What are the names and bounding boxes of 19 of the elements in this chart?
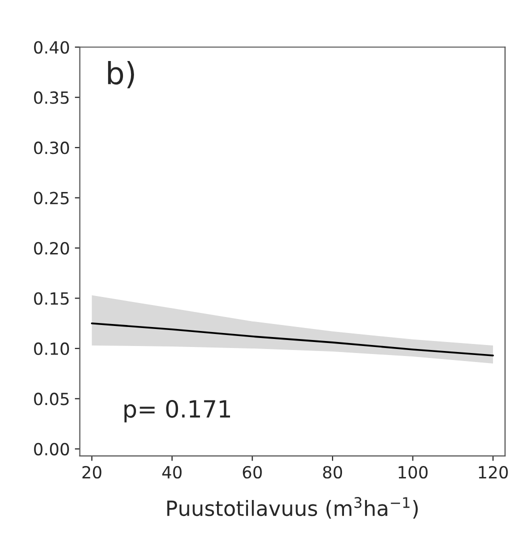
y-tick-label: 0.25	[34, 192, 69, 204]
x-tick-label: 40	[162, 466, 182, 479]
annotation: p= 0.171	[124, 400, 230, 422]
annotation: b)	[108, 60, 134, 88]
x-tick-label: 20	[82, 466, 102, 479]
line-series	[90, 322, 494, 356]
y-tick-label: 0.05	[34, 392, 69, 406]
x-tick-label: 100	[398, 466, 428, 479]
y-tick-label: 0.30	[34, 142, 69, 154]
y-tick-label: 0.35	[34, 91, 69, 104]
y-tick-label: 0.10	[34, 342, 69, 356]
x-tick-label: 60	[242, 466, 262, 479]
x-tick-label: 80	[323, 466, 342, 479]
x-axis-title: Puustotilavuus (m$^{3}$ha$^{−1}$)	[167, 497, 418, 519]
y-tick-label: 0.00	[34, 442, 69, 456]
x-tick-label: 120	[478, 466, 508, 479]
y-tick-label: 0.40	[34, 41, 69, 54]
y-tick-label: 0.15	[34, 292, 69, 305]
y-tick-label: 0.20	[34, 242, 69, 255]
